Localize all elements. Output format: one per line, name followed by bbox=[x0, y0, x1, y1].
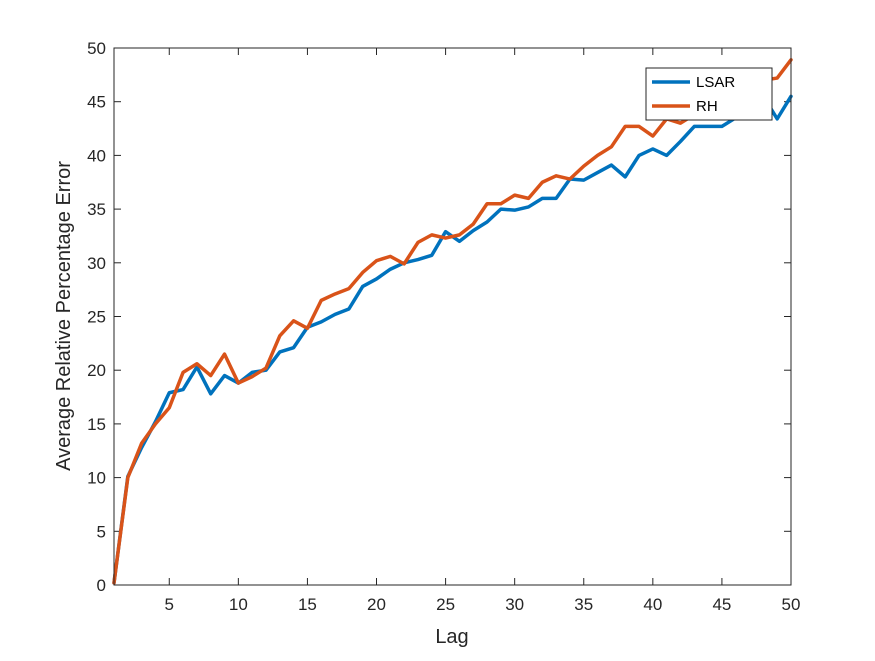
axes-box bbox=[113, 47, 792, 586]
y-axis-label: Average Relative Percentage Error bbox=[53, 161, 75, 471]
y-tick-label: 50 bbox=[87, 39, 106, 58]
legend-box bbox=[645, 67, 773, 121]
y-tick-label: 5 bbox=[97, 522, 106, 541]
x-axis-label: Lag bbox=[435, 626, 468, 648]
x-tick-label: 45 bbox=[712, 595, 731, 614]
y-tick-label: 10 bbox=[87, 469, 106, 488]
y-tick-label: 35 bbox=[87, 200, 106, 219]
x-tick-label: 40 bbox=[643, 595, 662, 614]
x-tick-label: 25 bbox=[436, 595, 455, 614]
y-tick-label: 40 bbox=[87, 146, 106, 165]
y-tick-label: 0 bbox=[97, 576, 106, 595]
x-tick-label: 50 bbox=[782, 595, 801, 614]
legend-label-rh: RH bbox=[696, 98, 718, 115]
x-tick-label: 5 bbox=[165, 595, 174, 614]
y-tick-label: 15 bbox=[87, 415, 106, 434]
x-tick-label: 30 bbox=[505, 595, 524, 614]
y-tick-label: 25 bbox=[87, 308, 106, 327]
x-tick-label: 15 bbox=[298, 595, 317, 614]
x-tick-label: 10 bbox=[229, 595, 248, 614]
plot-area bbox=[114, 48, 791, 585]
y-tick-label: 45 bbox=[87, 93, 106, 112]
tick-labels: 5 10 15 20 25 30 35 40 45 50 0 5 10 15 20 25 30 35 40 45 50 bbox=[87, 39, 800, 614]
legend: LSAR RH bbox=[645, 67, 773, 121]
series-line-rh bbox=[112, 58, 793, 585]
x-tick-label: 35 bbox=[574, 595, 593, 614]
y-tick-label: 20 bbox=[87, 361, 106, 380]
legend-label-lsar: LSAR bbox=[696, 74, 735, 91]
series-lines bbox=[112, 58, 793, 585]
x-tick-label: 20 bbox=[367, 595, 386, 614]
y-tick-label: 30 bbox=[87, 254, 106, 273]
